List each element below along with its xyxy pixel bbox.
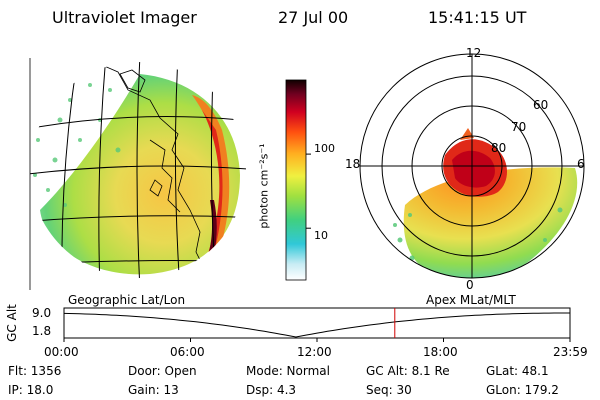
colorbar-unit-label: photon cm⁻²s⁻¹ [257,143,271,229]
info-dsp: Dsp: 4.3 [246,383,297,397]
info-flt: Flt: 1356 [8,364,62,378]
altitude-ylabel: GC Alt [5,304,19,342]
time-label: 15:41:15 UT [428,8,527,27]
altitude-plot [63,307,571,342]
info-door: Door: Open [128,364,197,378]
lat-label-80: 80 [491,141,507,155]
polar-image [359,53,585,279]
xtick-label-0600: 06:00 [170,345,205,359]
geographic-image [29,58,246,290]
lat-label-60: 60 [533,98,549,112]
altitude-curve [63,312,570,338]
instrument-title: Ultraviolet Imager [52,8,197,27]
mlt-label-12: 12 [466,46,482,60]
colorbar-tick-100: 100 [314,142,335,155]
mlt-label-0: 0 [466,278,474,292]
lat-label-70: 70 [511,120,527,134]
mlt-label-6: 6 [577,157,585,171]
xtick-label-1800: 18:00 [423,345,458,359]
colorbar-tick-10: 10 [314,229,328,242]
info-ip: IP: 18.0 [8,383,54,397]
info-gcalt: GC Alt: 8.1 Re [366,364,450,378]
xtick-label-0000: 00:00 [44,345,79,359]
info-glat: GLat: 48.1 [486,364,549,378]
colorbar [285,79,311,281]
info-mode: Mode: Normal [246,364,330,378]
altitude-xtick-marks [63,338,571,342]
info-gain: Gain: 13 [128,383,179,397]
mlt-label-18: 18 [345,157,361,171]
colorbar-ticks [306,153,311,229]
right-panel-label: Apex MLat/MLT [426,293,516,307]
left-panel-label: Geographic Lat/Lon [68,293,186,307]
altitude-ytick-top: 9.0 [32,306,52,320]
xtick-label-2359: 23:59 [553,345,588,359]
date-label: 27 Jul 00 [278,8,349,27]
info-seq: Seq: 30 [366,383,412,397]
info-glon: GLon: 179.2 [486,383,559,397]
altitude-ytick-bottom: 1.8 [32,324,52,338]
xtick-label-1200: 12:00 [297,345,332,359]
